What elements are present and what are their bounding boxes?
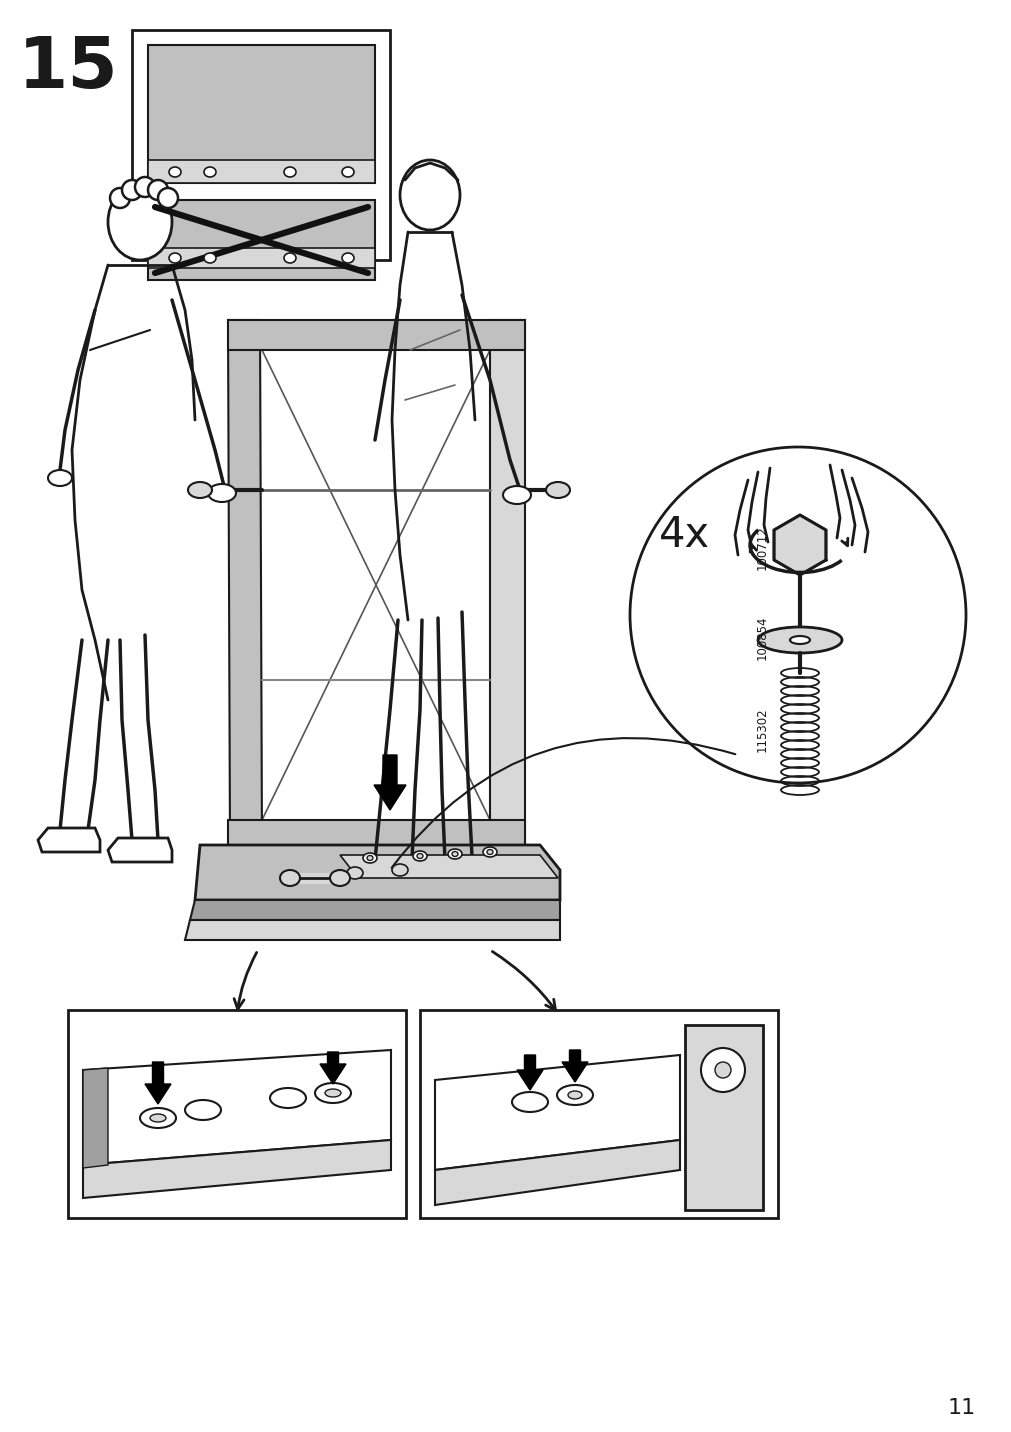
Polygon shape: [38, 828, 100, 852]
Polygon shape: [435, 1140, 679, 1204]
Polygon shape: [227, 319, 262, 845]
Ellipse shape: [158, 188, 178, 208]
Ellipse shape: [148, 180, 168, 200]
Ellipse shape: [204, 253, 215, 263]
FancyArrow shape: [561, 1050, 587, 1083]
Ellipse shape: [486, 849, 492, 855]
Ellipse shape: [169, 168, 181, 178]
Ellipse shape: [270, 1088, 305, 1108]
Ellipse shape: [185, 1100, 220, 1120]
Ellipse shape: [188, 483, 211, 498]
Polygon shape: [195, 845, 559, 899]
Ellipse shape: [134, 178, 155, 198]
Ellipse shape: [757, 627, 841, 653]
Ellipse shape: [48, 470, 72, 485]
Ellipse shape: [284, 168, 295, 178]
Ellipse shape: [556, 1085, 592, 1106]
Ellipse shape: [204, 168, 215, 178]
Ellipse shape: [314, 1083, 351, 1103]
Ellipse shape: [122, 180, 142, 200]
Ellipse shape: [330, 871, 350, 886]
Ellipse shape: [567, 1091, 581, 1098]
Text: 15: 15: [17, 33, 118, 103]
Bar: [148, 160, 375, 183]
Ellipse shape: [280, 871, 299, 886]
Polygon shape: [489, 319, 525, 845]
Ellipse shape: [325, 1088, 341, 1097]
Ellipse shape: [140, 1108, 176, 1128]
Text: 4x: 4x: [659, 514, 710, 556]
Ellipse shape: [208, 484, 236, 503]
Ellipse shape: [546, 483, 569, 498]
Ellipse shape: [512, 1093, 548, 1113]
Bar: [148, 200, 375, 281]
Polygon shape: [108, 838, 172, 862]
Polygon shape: [148, 200, 375, 248]
Ellipse shape: [452, 852, 458, 856]
Ellipse shape: [150, 1114, 166, 1123]
Bar: [420, 1010, 777, 1219]
Bar: [68, 1010, 405, 1219]
Ellipse shape: [347, 866, 363, 879]
Ellipse shape: [715, 1063, 730, 1078]
Ellipse shape: [363, 853, 377, 863]
Ellipse shape: [502, 485, 531, 504]
Ellipse shape: [391, 863, 407, 876]
Bar: [148, 200, 375, 248]
Ellipse shape: [482, 846, 496, 856]
Polygon shape: [227, 319, 525, 349]
Ellipse shape: [448, 849, 462, 859]
Polygon shape: [148, 200, 375, 248]
FancyArrow shape: [517, 1055, 543, 1090]
Ellipse shape: [790, 636, 809, 644]
FancyArrow shape: [145, 1063, 171, 1104]
Polygon shape: [684, 1025, 762, 1210]
Text: 115302: 115302: [755, 707, 767, 752]
Text: 11: 11: [947, 1398, 976, 1418]
Ellipse shape: [169, 253, 181, 263]
Ellipse shape: [701, 1048, 744, 1093]
Ellipse shape: [284, 253, 295, 263]
Ellipse shape: [417, 853, 423, 859]
Polygon shape: [83, 1050, 390, 1166]
Ellipse shape: [108, 183, 172, 261]
Ellipse shape: [342, 253, 354, 263]
Ellipse shape: [367, 855, 373, 861]
Bar: [148, 44, 375, 183]
Polygon shape: [148, 160, 375, 183]
Polygon shape: [435, 1055, 679, 1170]
FancyArrow shape: [374, 755, 405, 811]
FancyArrow shape: [319, 1053, 346, 1084]
Bar: [148, 248, 375, 268]
Polygon shape: [83, 1140, 390, 1199]
Ellipse shape: [412, 851, 427, 861]
Polygon shape: [340, 855, 557, 878]
Polygon shape: [185, 919, 559, 939]
Text: 100712: 100712: [755, 526, 767, 570]
Polygon shape: [773, 516, 825, 576]
Ellipse shape: [110, 188, 129, 208]
Polygon shape: [227, 821, 525, 845]
Text: 100854: 100854: [755, 616, 767, 660]
Ellipse shape: [342, 168, 354, 178]
Bar: [131, 30, 389, 261]
Ellipse shape: [399, 160, 460, 231]
Polygon shape: [148, 44, 375, 160]
Polygon shape: [83, 1068, 108, 1169]
Polygon shape: [190, 899, 559, 919]
